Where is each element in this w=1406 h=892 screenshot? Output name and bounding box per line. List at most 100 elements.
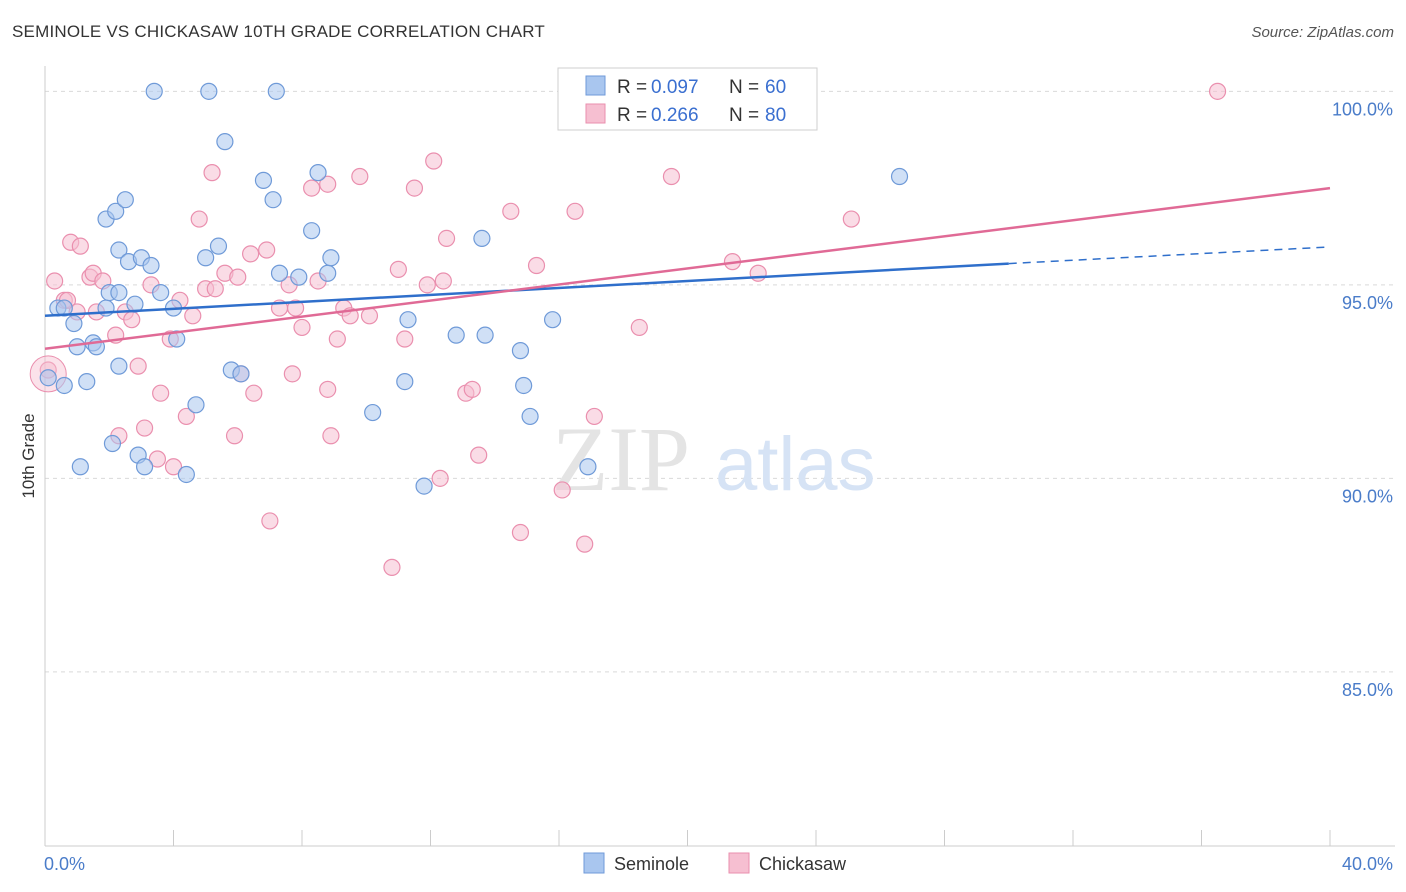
seminole-point	[116, 191, 134, 209]
seminole-point	[216, 133, 234, 151]
seminole-point	[890, 167, 909, 186]
gridlines	[45, 90, 1395, 673]
legend-swatch	[585, 75, 606, 96]
watermark-atlas: atlas	[715, 422, 876, 507]
bottom-legend: Seminole Chickasaw	[583, 852, 847, 874]
y-tick-label: 90.0%	[1342, 486, 1393, 506]
x-tick-label: 0.0%	[44, 854, 85, 874]
legend-swatch	[585, 103, 606, 124]
seminole-point	[521, 407, 539, 426]
seminole-point	[110, 241, 128, 259]
chickasaw-point	[470, 446, 488, 464]
chickasaw-point	[749, 264, 767, 282]
chickasaw-point	[527, 256, 546, 275]
seminole-point	[396, 373, 414, 391]
bottom-legend-swatch	[728, 852, 750, 874]
seminole-point	[78, 373, 96, 391]
legend-r-label: R =	[617, 105, 647, 126]
bottom-legend-label: Seminole	[614, 854, 689, 874]
chickasaw-point	[585, 407, 603, 426]
seminole-point	[135, 458, 154, 476]
seminole-point	[55, 376, 73, 395]
trend-lines	[44, 186, 1331, 350]
seminole-point	[209, 237, 228, 255]
seminole-point	[110, 283, 128, 302]
legend-n-value: 60	[765, 77, 786, 98]
chickasaw-point	[425, 152, 443, 170]
seminole-point	[126, 295, 144, 313]
seminole-point	[71, 458, 89, 476]
seminole-point	[543, 311, 562, 329]
chickasaw-point	[322, 427, 340, 445]
chickasaw-point	[434, 272, 452, 290]
chickasaw-point	[383, 558, 401, 576]
seminole-point	[232, 365, 250, 383]
seminole-points	[39, 82, 909, 495]
seminole-point	[476, 326, 494, 344]
seminole-point	[177, 465, 195, 484]
chickasaw-point	[502, 202, 520, 220]
chickasaw-point	[129, 357, 147, 375]
legend-r-label: R =	[617, 77, 647, 98]
chickasaw-point	[396, 330, 414, 348]
chickasaw-point	[553, 481, 571, 499]
legend-n-label: N =	[729, 77, 759, 98]
seminole-point	[65, 314, 83, 333]
chickasaw-point	[46, 272, 64, 290]
chickasaw-point	[286, 299, 305, 317]
chickasaw-point	[389, 260, 407, 278]
seminole-point	[68, 338, 86, 356]
chickasaw-point	[245, 384, 263, 402]
seminole-point	[309, 164, 327, 182]
seminole-point	[107, 202, 125, 220]
seminole-point	[152, 283, 170, 302]
seminole-point	[267, 82, 285, 100]
seminole-point	[142, 256, 160, 275]
seminole-point	[511, 342, 530, 360]
seminole-point	[197, 249, 215, 267]
chickasaw-point	[148, 450, 167, 468]
chickasaw-point	[303, 179, 321, 197]
chickasaw-point	[576, 535, 594, 553]
y-tick-labels: 100.0% 95.0% 90.0% 85.0%	[1332, 99, 1393, 700]
chickasaw-point	[190, 210, 208, 228]
seminole-point	[270, 264, 289, 282]
seminole-point	[55, 299, 73, 317]
chickasaw-point	[360, 307, 379, 325]
legend-n-value: 80	[765, 105, 786, 126]
chickasaw-point	[566, 202, 584, 220]
x-tick-labels: 0.0% 40.0%	[44, 854, 1393, 874]
chickasaw-point	[184, 307, 202, 325]
chickasaw-point	[258, 241, 276, 259]
chickasaw-point	[630, 318, 648, 337]
chickasaw-point	[431, 469, 449, 487]
seminole-point	[364, 403, 382, 422]
seminole-trend-extension	[1008, 246, 1331, 265]
bottom-legend-label: Chickasaw	[759, 854, 847, 874]
chickasaw-point	[152, 384, 170, 402]
chickasaw-point	[177, 407, 195, 426]
chickasaw-point	[242, 245, 260, 263]
seminole-point	[303, 222, 321, 240]
chart-title: SEMINOLE VS CHICKASAW 10TH GRADE CORRELA…	[12, 22, 545, 41]
chickasaw-point	[511, 523, 530, 542]
seminole-point	[290, 268, 308, 286]
chickasaw-point	[293, 318, 311, 337]
y-tick-label: 85.0%	[1342, 680, 1393, 700]
chickasaw-point	[351, 167, 369, 186]
seminole-point	[515, 376, 533, 395]
chickasaw-point	[842, 210, 860, 228]
legend-n-label: N =	[729, 105, 759, 126]
chickasaw-point	[225, 427, 244, 445]
chickasaw-point	[283, 365, 301, 383]
y-axis-label: 10th Grade	[19, 413, 38, 498]
chickasaw-point	[135, 419, 154, 437]
chickasaw-point	[319, 175, 337, 193]
seminole-point	[103, 434, 122, 453]
chickasaw-point	[164, 458, 183, 476]
bottom-legend-swatch	[583, 852, 605, 874]
seminole-point	[447, 326, 465, 344]
seminole-point	[200, 82, 218, 100]
chickasaw-point	[1208, 82, 1227, 100]
chickasaw-point	[319, 380, 337, 398]
